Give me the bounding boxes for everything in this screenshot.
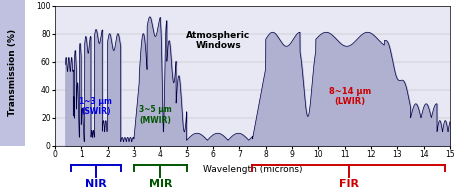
Text: 8~14 μm
(LWIR): 8~14 μm (LWIR) — [329, 87, 371, 106]
Text: FIR: FIR — [339, 179, 359, 187]
X-axis label: Wavelength (microns): Wavelength (microns) — [203, 165, 302, 174]
Text: Transmission (%): Transmission (%) — [8, 29, 17, 117]
Text: MIR: MIR — [149, 179, 172, 187]
Text: Atmospheric
Windows: Atmospheric Windows — [186, 31, 250, 50]
Text: NIR: NIR — [85, 179, 106, 187]
Text: 3~5 μm
(MWIR): 3~5 μm (MWIR) — [138, 105, 171, 125]
Text: 1~3 μm
(SWIR): 1~3 μm (SWIR) — [79, 97, 112, 116]
